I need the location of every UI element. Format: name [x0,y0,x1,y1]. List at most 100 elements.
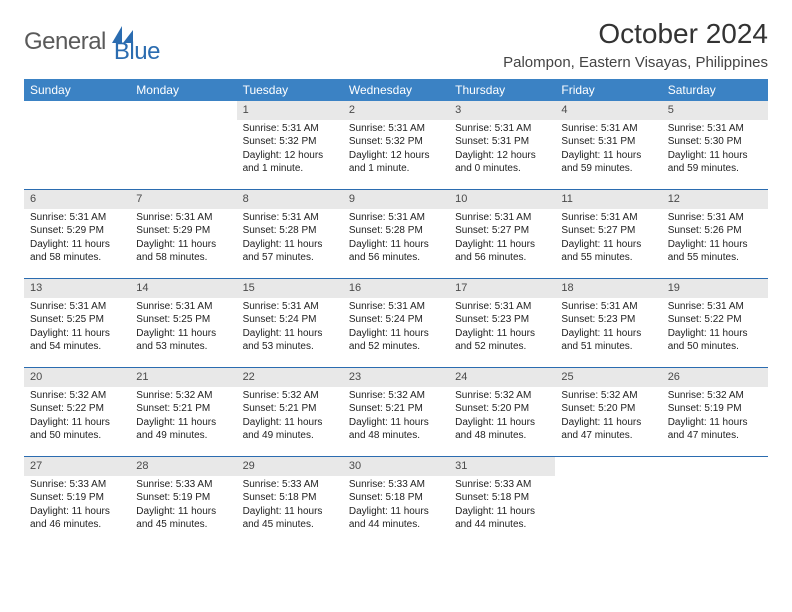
day-25: 25Sunrise: 5:32 AMSunset: 5:20 PMDayligh… [555,368,661,456]
daylight-text: Daylight: 11 hours and 44 minutes. [349,505,443,532]
weekday-row: SundayMondayTuesdayWednesdayThursdayFrid… [24,79,768,101]
daylight-text: Daylight: 11 hours and 52 minutes. [455,327,549,354]
sunrise-text: Sunrise: 5:31 AM [349,211,443,225]
day-26: 26Sunrise: 5:32 AMSunset: 5:19 PMDayligh… [662,368,768,456]
sunrise-text: Sunrise: 5:32 AM [136,389,230,403]
daylight-text: Daylight: 11 hours and 49 minutes. [136,416,230,443]
sunset-text: Sunset: 5:24 PM [349,313,443,327]
day-body: Sunrise: 5:33 AMSunset: 5:19 PMDaylight:… [130,476,236,538]
daylight-text: Daylight: 11 hours and 48 minutes. [349,416,443,443]
sunrise-text: Sunrise: 5:31 AM [136,300,230,314]
sunset-text: Sunset: 5:32 PM [243,135,337,149]
daylight-text: Daylight: 11 hours and 45 minutes. [243,505,337,532]
day-number: 3 [449,101,555,120]
day-31: 31Sunrise: 5:33 AMSunset: 5:18 PMDayligh… [449,457,555,545]
day-number: 6 [24,190,130,209]
sunrise-text: Sunrise: 5:33 AM [136,478,230,492]
day-28: 28Sunrise: 5:33 AMSunset: 5:19 PMDayligh… [130,457,236,545]
daylight-text: Daylight: 12 hours and 1 minute. [243,149,337,176]
day-12: 12Sunrise: 5:31 AMSunset: 5:26 PMDayligh… [662,190,768,278]
daylight-text: Daylight: 11 hours and 51 minutes. [561,327,655,354]
week-row: 1Sunrise: 5:31 AMSunset: 5:32 PMDaylight… [24,101,768,189]
day-body: Sunrise: 5:31 AMSunset: 5:22 PMDaylight:… [662,298,768,360]
day-body: Sunrise: 5:31 AMSunset: 5:25 PMDaylight:… [24,298,130,360]
day-body: Sunrise: 5:31 AMSunset: 5:32 PMDaylight:… [343,120,449,182]
sunset-text: Sunset: 5:19 PM [668,402,762,416]
day-number [662,457,768,476]
day-21: 21Sunrise: 5:32 AMSunset: 5:21 PMDayligh… [130,368,236,456]
day-13: 13Sunrise: 5:31 AMSunset: 5:25 PMDayligh… [24,279,130,367]
sunrise-text: Sunrise: 5:31 AM [668,211,762,225]
daylight-text: Daylight: 11 hours and 55 minutes. [668,238,762,265]
day-number: 9 [343,190,449,209]
daylight-text: Daylight: 11 hours and 47 minutes. [561,416,655,443]
day-number: 25 [555,368,661,387]
daylight-text: Daylight: 11 hours and 55 minutes. [561,238,655,265]
sunrise-text: Sunrise: 5:31 AM [455,122,549,136]
day-body: Sunrise: 5:32 AMSunset: 5:21 PMDaylight:… [130,387,236,449]
day-body: Sunrise: 5:33 AMSunset: 5:18 PMDaylight:… [343,476,449,538]
daylight-text: Daylight: 11 hours and 58 minutes. [30,238,124,265]
sunset-text: Sunset: 5:19 PM [30,491,124,505]
daylight-text: Daylight: 11 hours and 56 minutes. [455,238,549,265]
day-number: 11 [555,190,661,209]
day-body: Sunrise: 5:31 AMSunset: 5:28 PMDaylight:… [237,209,343,271]
sunrise-text: Sunrise: 5:33 AM [349,478,443,492]
day-body: Sunrise: 5:32 AMSunset: 5:20 PMDaylight:… [449,387,555,449]
day-body: Sunrise: 5:31 AMSunset: 5:26 PMDaylight:… [662,209,768,271]
day-body: Sunrise: 5:32 AMSunset: 5:19 PMDaylight:… [662,387,768,449]
daylight-text: Daylight: 11 hours and 57 minutes. [243,238,337,265]
daylight-text: Daylight: 11 hours and 54 minutes. [30,327,124,354]
day-15: 15Sunrise: 5:31 AMSunset: 5:24 PMDayligh… [237,279,343,367]
day-8: 8Sunrise: 5:31 AMSunset: 5:28 PMDaylight… [237,190,343,278]
sunset-text: Sunset: 5:28 PM [349,224,443,238]
sunrise-text: Sunrise: 5:31 AM [30,300,124,314]
day-body: Sunrise: 5:31 AMSunset: 5:28 PMDaylight:… [343,209,449,271]
daylight-text: Daylight: 11 hours and 50 minutes. [30,416,124,443]
sunset-text: Sunset: 5:32 PM [349,135,443,149]
day-number [555,457,661,476]
weekday-sunday: Sunday [24,79,130,101]
title-block: October 2024 Palompon, Eastern Visayas, … [503,18,768,71]
day-number: 23 [343,368,449,387]
day-24: 24Sunrise: 5:32 AMSunset: 5:20 PMDayligh… [449,368,555,456]
day-number: 16 [343,279,449,298]
daylight-text: Daylight: 11 hours and 50 minutes. [668,327,762,354]
daylight-text: Daylight: 11 hours and 58 minutes. [136,238,230,265]
sunrise-text: Sunrise: 5:31 AM [668,122,762,136]
sunset-text: Sunset: 5:29 PM [136,224,230,238]
day-body: Sunrise: 5:31 AMSunset: 5:29 PMDaylight:… [24,209,130,271]
daylight-text: Daylight: 11 hours and 46 minutes. [30,505,124,532]
sunrise-text: Sunrise: 5:31 AM [349,300,443,314]
day-20: 20Sunrise: 5:32 AMSunset: 5:22 PMDayligh… [24,368,130,456]
sunrise-text: Sunrise: 5:31 AM [243,211,337,225]
daylight-text: Daylight: 12 hours and 0 minutes. [455,149,549,176]
daylight-text: Daylight: 11 hours and 45 minutes. [136,505,230,532]
daylight-text: Daylight: 11 hours and 48 minutes. [455,416,549,443]
sunrise-text: Sunrise: 5:33 AM [455,478,549,492]
day-body: Sunrise: 5:31 AMSunset: 5:32 PMDaylight:… [237,120,343,182]
day-number: 18 [555,279,661,298]
sunrise-text: Sunrise: 5:31 AM [30,211,124,225]
day-body: Sunrise: 5:31 AMSunset: 5:25 PMDaylight:… [130,298,236,360]
day-number: 10 [449,190,555,209]
logo: General Blue [24,18,160,66]
sunset-text: Sunset: 5:18 PM [349,491,443,505]
sunrise-text: Sunrise: 5:31 AM [561,211,655,225]
day-number: 28 [130,457,236,476]
daylight-text: Daylight: 11 hours and 47 minutes. [668,416,762,443]
day-7: 7Sunrise: 5:31 AMSunset: 5:29 PMDaylight… [130,190,236,278]
week-row: 20Sunrise: 5:32 AMSunset: 5:22 PMDayligh… [24,367,768,456]
sunrise-text: Sunrise: 5:31 AM [561,300,655,314]
day-number: 26 [662,368,768,387]
day-number: 30 [343,457,449,476]
day-number: 27 [24,457,130,476]
sunset-text: Sunset: 5:31 PM [455,135,549,149]
sunrise-text: Sunrise: 5:31 AM [243,300,337,314]
day-empty [662,457,768,545]
day-23: 23Sunrise: 5:32 AMSunset: 5:21 PMDayligh… [343,368,449,456]
sunset-text: Sunset: 5:27 PM [455,224,549,238]
sunrise-text: Sunrise: 5:33 AM [243,478,337,492]
sunset-text: Sunset: 5:27 PM [561,224,655,238]
day-body: Sunrise: 5:32 AMSunset: 5:20 PMDaylight:… [555,387,661,449]
